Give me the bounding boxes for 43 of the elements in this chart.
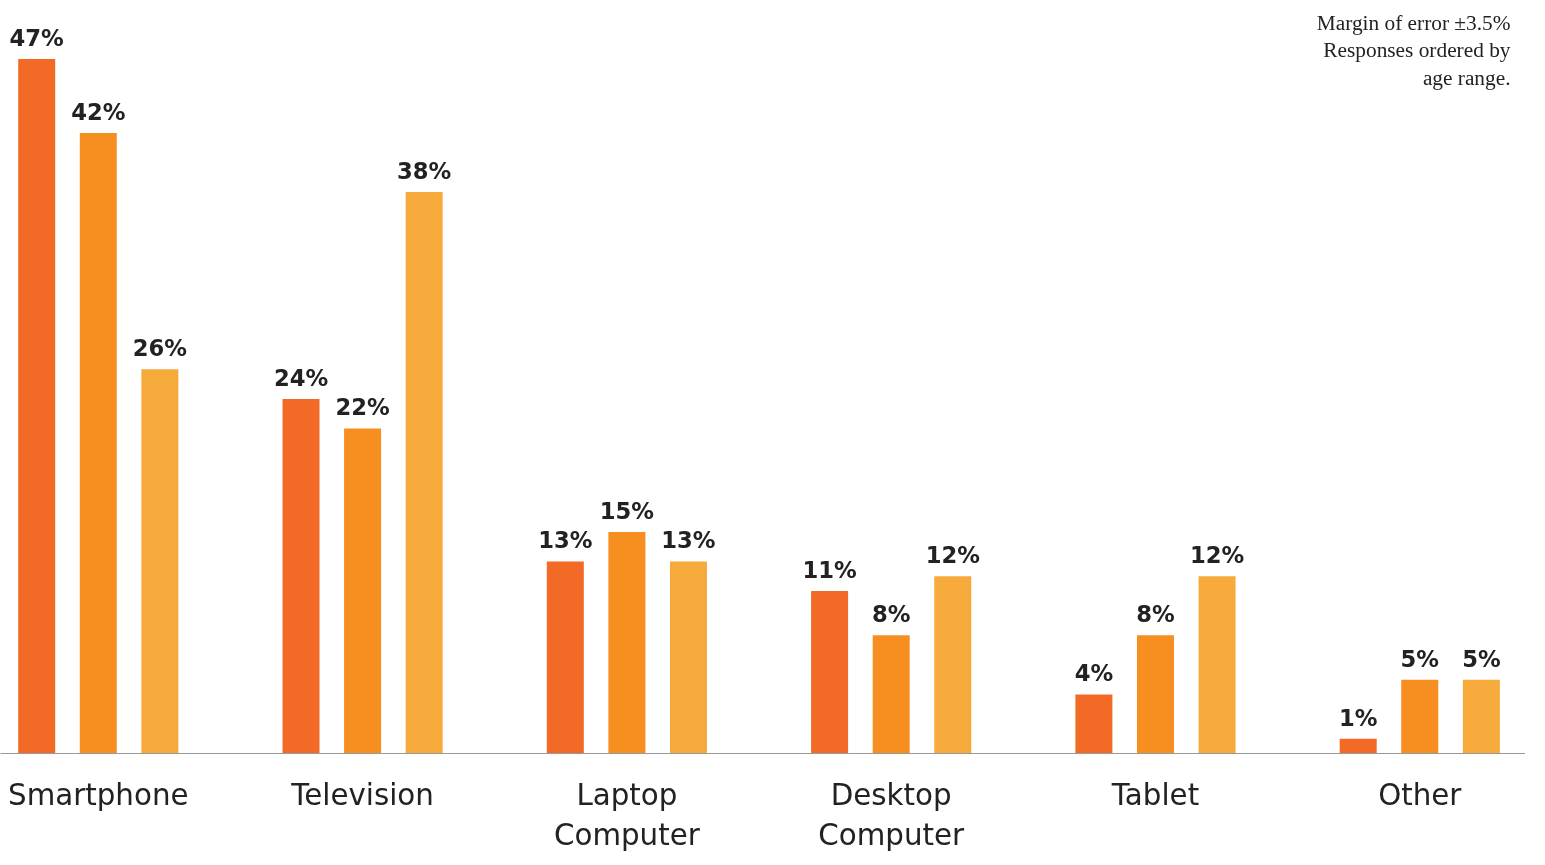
data-label: 38% xyxy=(397,158,452,185)
annotation: Margin of error ±3.5% Responses ordered by age range. xyxy=(1316,10,1511,90)
bar xyxy=(1136,635,1174,754)
data-label: 13% xyxy=(538,527,593,554)
data-label: 11% xyxy=(802,556,857,583)
x-tick-label: Television xyxy=(290,777,434,812)
data-label: 22% xyxy=(335,394,390,421)
data-label: 12% xyxy=(1189,542,1245,569)
x-tick-label: Desktop Computer xyxy=(818,777,966,853)
bar xyxy=(608,531,646,754)
bar xyxy=(18,59,56,754)
data-label: 24% xyxy=(273,364,329,391)
x-tick-label: Laptop Computer xyxy=(553,777,701,853)
x-tick-label: Tablet xyxy=(1110,777,1200,812)
data-label: 15% xyxy=(599,497,655,524)
bar xyxy=(1339,738,1377,754)
bar xyxy=(1462,679,1500,754)
bar xyxy=(669,561,707,754)
x-tick-label: Smartphone xyxy=(8,777,189,812)
x-tick-label: Other xyxy=(1378,777,1463,812)
data-label: 4% xyxy=(1074,660,1114,687)
data-label: 8% xyxy=(1136,601,1175,628)
data-label: 13% xyxy=(661,527,716,554)
bar xyxy=(546,561,584,754)
bar xyxy=(405,192,443,754)
bar xyxy=(872,635,910,754)
bar xyxy=(934,576,972,754)
data-label: 5% xyxy=(1400,645,1440,672)
data-label: 26% xyxy=(132,335,187,362)
bar xyxy=(1401,679,1439,754)
data-label: 8% xyxy=(871,601,911,628)
bar xyxy=(1075,694,1113,754)
data-label: 12% xyxy=(925,542,980,569)
data-label: 47% xyxy=(9,25,64,52)
data-label: 5% xyxy=(1462,645,1501,672)
bar xyxy=(344,428,382,754)
bar xyxy=(141,369,179,754)
bar xyxy=(1198,576,1236,754)
data-label: 1% xyxy=(1338,704,1378,731)
bar xyxy=(79,132,117,754)
data-label: 42% xyxy=(71,98,126,125)
bar xyxy=(282,398,320,754)
bar xyxy=(811,590,849,754)
